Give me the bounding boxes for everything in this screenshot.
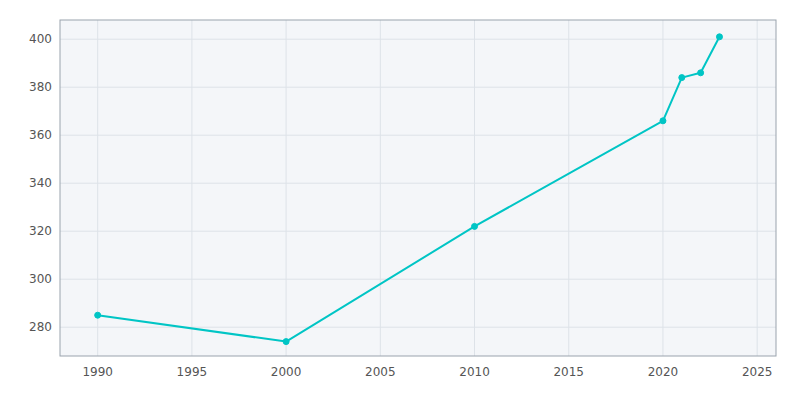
x-tick-label: 2015 (553, 365, 584, 379)
point-marker (283, 339, 289, 345)
data-layer (95, 34, 723, 345)
x-tick-label: 2020 (648, 365, 679, 379)
chart-container: 280 300 320 340 360 380 400 1990 1995 2000 2005 201… (0, 0, 800, 400)
x-grid-line (97, 20, 98, 356)
y-tick-label: 380 (29, 80, 52, 94)
plot-background (60, 20, 776, 356)
point-marker (660, 118, 666, 124)
y-tick-label: 320 (29, 224, 52, 238)
y-tick-label: 280 (29, 320, 52, 334)
x-tick-label: 2000 (271, 365, 302, 379)
plot-frame (60, 20, 776, 356)
x-grid-line (757, 20, 758, 356)
y-grid-line (60, 327, 776, 328)
point-marker (679, 75, 685, 81)
x-tick-label: 2005 (365, 365, 396, 379)
x-tick-label: 2010 (459, 365, 490, 379)
point-marker (698, 70, 704, 76)
point-marker (472, 223, 478, 229)
y-grid-line (60, 231, 776, 232)
x-grid-line (191, 20, 192, 356)
y-tick-label: 340 (29, 176, 52, 190)
x-grid-line (568, 20, 569, 356)
x-tick-label: 1995 (177, 365, 208, 379)
chart-svg: 280 300 320 340 360 380 400 1990 1995 2000 2005 201… (0, 0, 800, 400)
y-grid-line (60, 183, 776, 184)
x-grid-line (286, 20, 287, 356)
grid (60, 20, 776, 356)
y-tick-label: 300 (29, 272, 52, 286)
y-tick-label: 360 (29, 128, 52, 142)
y-grid-line (60, 87, 776, 88)
y-grid-line (60, 135, 776, 136)
population-line (98, 37, 720, 342)
point-marker (95, 312, 101, 318)
x-grid-line (474, 20, 475, 356)
y-tick-label: 400 (29, 32, 52, 46)
x-grid-line (662, 20, 663, 356)
y-grid-line (60, 39, 776, 40)
y-grid-line (60, 279, 776, 280)
x-grid-line (380, 20, 381, 356)
x-tick-label: 2025 (742, 365, 773, 379)
x-tick-label: 1990 (82, 365, 113, 379)
point-marker (716, 34, 722, 40)
